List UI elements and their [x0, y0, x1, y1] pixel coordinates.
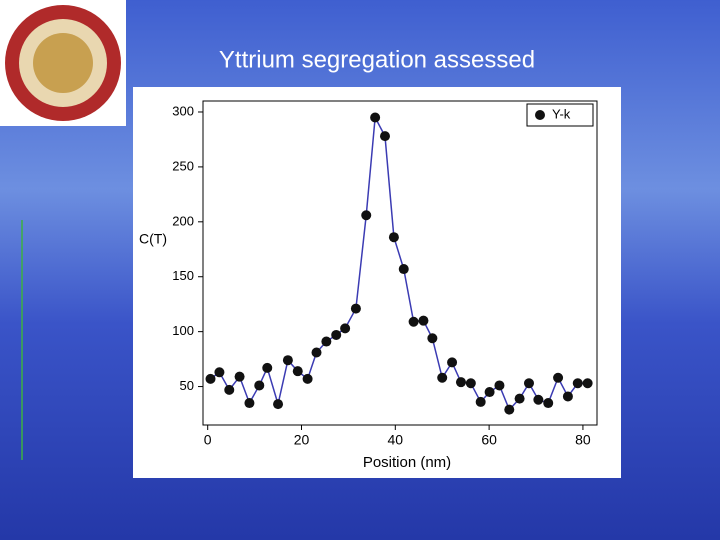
data-point [455, 377, 466, 388]
y-tick-label: 150 [172, 268, 194, 283]
data-point [224, 384, 235, 395]
data-point [311, 347, 322, 358]
data-point [379, 131, 390, 142]
data-point [244, 398, 255, 409]
data-point [292, 366, 303, 377]
data-point [361, 210, 372, 221]
legend-box [526, 103, 594, 127]
data-point [494, 380, 505, 391]
x-tick-label: 20 [294, 432, 310, 448]
y-tick-label: 250 [172, 158, 194, 173]
data-point [465, 378, 476, 389]
slide-title: Yttrium segregation assessed [219, 46, 535, 73]
y-tick-label: 100 [172, 323, 194, 338]
data-point [523, 378, 534, 389]
data-point [408, 316, 419, 327]
x-tick-label: 60 [481, 432, 497, 448]
data-point [254, 380, 265, 391]
x-tick-label: 40 [388, 432, 404, 448]
y-tick-label: 50 [180, 378, 194, 393]
x-tick-label: 0 [204, 432, 212, 448]
data-point [282, 355, 293, 366]
data-point [475, 396, 486, 407]
x-axis-label: Position (nm) [363, 454, 451, 471]
data-point [427, 333, 438, 344]
data-point [340, 323, 351, 334]
data-point [582, 378, 593, 389]
data-point [350, 303, 361, 314]
y-axis-label: C(T) [139, 231, 167, 247]
data-point [214, 367, 225, 378]
data-point [331, 329, 342, 340]
data-point [205, 373, 216, 384]
legend-marker [535, 110, 545, 120]
data-point [543, 398, 554, 409]
data-point [533, 394, 544, 405]
chart-panel [133, 87, 621, 478]
data-point [447, 357, 458, 368]
data-point [572, 378, 583, 389]
x-tick-label: 80 [575, 432, 591, 448]
logo [0, 0, 126, 126]
legend-label: Y-k [552, 106, 571, 121]
data-point [514, 393, 525, 404]
y-tick-label: 300 [172, 103, 194, 118]
data-point [504, 404, 515, 415]
data-point [370, 112, 381, 123]
y-tick-label: 200 [172, 213, 194, 228]
data-point [553, 372, 564, 383]
data-point [273, 399, 284, 410]
data-point [234, 371, 245, 382]
plot-frame [202, 100, 598, 426]
data-point [418, 315, 429, 326]
data-point [484, 387, 495, 398]
data-line [210, 114, 588, 411]
data-point [562, 391, 573, 402]
data-point [388, 232, 399, 243]
data-point [262, 362, 273, 373]
data-point [398, 264, 409, 275]
data-point [437, 372, 448, 383]
data-point [302, 373, 313, 384]
data-point [321, 336, 332, 347]
